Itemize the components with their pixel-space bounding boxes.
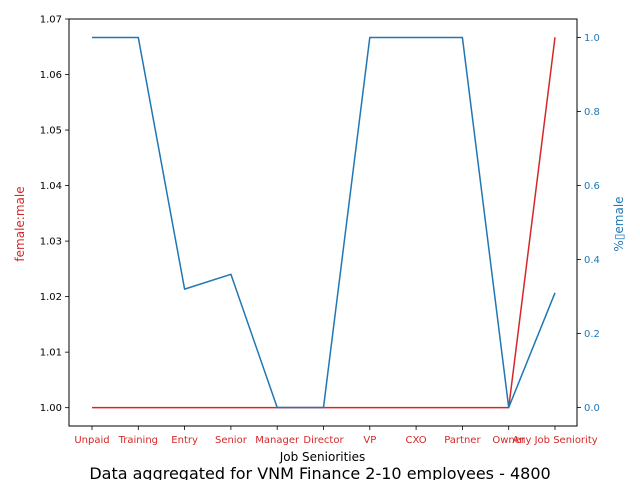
x-tick-label: Senior: [215, 435, 248, 446]
x-tick-label: Owner: [492, 435, 526, 446]
x-tick-label: Any Job Seniority: [512, 435, 597, 446]
left-y-tick-label: 1.00: [40, 403, 62, 414]
right-y-tick-label: 1.0: [584, 33, 600, 44]
x-axis-label: Job Seniorities: [279, 450, 366, 464]
left-y-tick-label: 1.07: [40, 15, 62, 26]
chart-caption: Data aggregated for VNM Finance 2-10 emp…: [89, 464, 550, 480]
left-y-tick-label: 1.02: [40, 292, 62, 303]
left-axis-label: female:male: [13, 186, 27, 261]
x-tick-label: Training: [118, 435, 158, 446]
plot-area: Unpaid Training Entry Senior Manager Director…: [40, 15, 600, 447]
right-y-tick-label: 0.0: [584, 403, 600, 414]
right-y-tick-label: 0.2: [584, 329, 600, 340]
right-y-tick-label: 0.6: [584, 181, 600, 192]
right-y-tick-label: 0.8: [584, 107, 600, 118]
x-tick-label: Manager: [255, 435, 300, 446]
left-y-tick-label: 1.01: [40, 348, 62, 359]
left-y-tick-label: 1.05: [40, 126, 62, 137]
left-y-tick-label: 1.06: [40, 70, 62, 81]
x-tick-label: Unpaid: [74, 435, 109, 446]
series-line-right: [92, 36, 556, 409]
x-tick-label: Partner: [444, 435, 481, 446]
right-axis-label: %▯emale: [612, 196, 626, 251]
left-y-tick-label: 1.04: [40, 181, 62, 192]
plot-frame: [68, 18, 578, 427]
x-tick-label: Director: [303, 435, 344, 446]
right-y-tick-label: 0.4: [584, 255, 600, 266]
left-y-tick-label: 1.03: [40, 237, 62, 248]
x-tick-label: Entry: [171, 435, 198, 446]
x-tick-label: VP: [363, 435, 376, 446]
x-tick-label: CXO: [406, 435, 427, 446]
